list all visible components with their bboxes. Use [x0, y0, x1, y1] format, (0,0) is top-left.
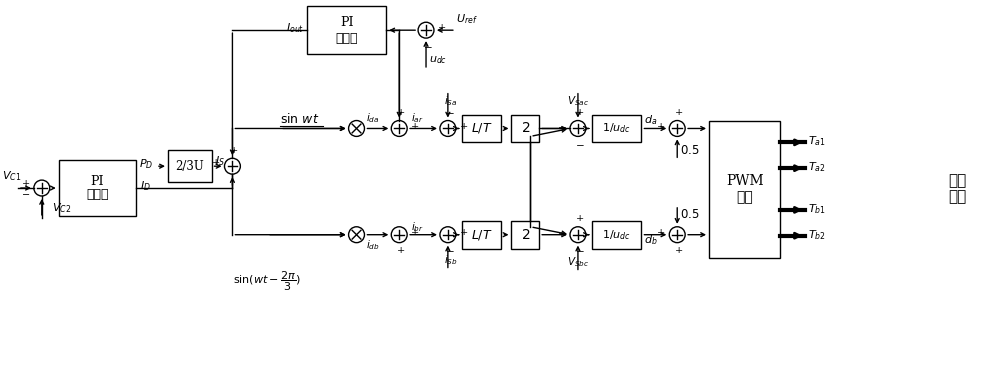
Text: 控制器: 控制器: [335, 32, 358, 45]
Text: $I_S$: $I_S$: [215, 154, 225, 168]
Text: $u_{dc}$: $u_{dc}$: [429, 54, 447, 66]
Text: +: +: [460, 228, 468, 237]
Text: $I_D$: $I_D$: [140, 179, 151, 193]
Text: $-$: $-$: [575, 140, 585, 149]
Text: $P_D$: $P_D$: [139, 157, 153, 171]
Text: $-$: $-$: [557, 228, 567, 237]
Text: $i_{da}$: $i_{da}$: [366, 112, 380, 125]
Text: +: +: [438, 23, 446, 32]
Text: $-$: $-$: [445, 246, 455, 255]
Text: $V_{Sac}$: $V_{Sac}$: [567, 94, 589, 107]
Text: $0.5$: $0.5$: [680, 144, 700, 157]
Bar: [592, 221, 641, 249]
Text: +: +: [675, 246, 683, 255]
Text: +: +: [460, 122, 468, 131]
Text: $d_b$: $d_b$: [644, 233, 658, 246]
Text: $i_{Sa}$: $i_{Sa}$: [444, 94, 458, 107]
Text: $i_{br}$: $i_{br}$: [411, 220, 424, 234]
Text: $2$: $2$: [521, 121, 530, 135]
Text: +: +: [411, 122, 419, 131]
Text: $-$: $-$: [21, 189, 30, 197]
Text: $1/u_{dc}$: $1/u_{dc}$: [602, 228, 631, 242]
Text: 控制器: 控制器: [86, 189, 109, 201]
Text: $\sin\,wt$: $\sin\,wt$: [280, 111, 320, 126]
Text: $i_{Sb}$: $i_{Sb}$: [444, 254, 458, 267]
Text: $T_{a1}$: $T_{a1}$: [808, 135, 826, 148]
Bar: [511, 114, 539, 142]
Text: $2$: $2$: [521, 228, 530, 242]
Text: PWM: PWM: [726, 174, 764, 188]
Circle shape: [418, 22, 434, 38]
Text: $-$: $-$: [423, 42, 433, 50]
Bar: [511, 221, 539, 249]
Text: 信号: 信号: [948, 189, 966, 204]
Text: $T_{b2}$: $T_{b2}$: [808, 228, 826, 242]
Circle shape: [669, 121, 685, 137]
Circle shape: [440, 121, 456, 137]
Text: $V_{C2}$: $V_{C2}$: [52, 201, 71, 215]
Circle shape: [391, 227, 407, 242]
Bar: [59, 160, 136, 216]
Bar: [462, 221, 501, 249]
Text: +: +: [22, 178, 30, 187]
Circle shape: [391, 121, 407, 137]
Text: $d_a$: $d_a$: [644, 114, 658, 127]
Text: +: +: [411, 228, 419, 237]
Text: $-$: $-$: [557, 122, 567, 131]
Text: +: +: [397, 108, 405, 117]
Text: $U_{ref}$: $U_{ref}$: [456, 12, 478, 26]
Bar: [168, 150, 212, 182]
Circle shape: [224, 158, 240, 174]
Text: +: +: [212, 158, 221, 167]
Text: $T_{b1}$: $T_{b1}$: [808, 202, 826, 216]
Bar: [462, 114, 501, 142]
Text: $-$: $-$: [575, 246, 585, 255]
Text: $V_{Sbc}$: $V_{Sbc}$: [567, 256, 589, 269]
Text: +: +: [230, 146, 239, 155]
Text: $\sin(wt-\dfrac{2\pi}{3})$: $\sin(wt-\dfrac{2\pi}{3})$: [233, 270, 301, 293]
Circle shape: [349, 227, 364, 242]
Text: 开关: 开关: [948, 173, 966, 189]
Text: 调制: 调制: [736, 190, 753, 204]
Circle shape: [440, 227, 456, 242]
Text: $i_{ar}$: $i_{ar}$: [411, 112, 424, 125]
Bar: [307, 6, 386, 54]
Text: $V_{C1}$: $V_{C1}$: [2, 169, 22, 183]
Circle shape: [349, 121, 364, 137]
Text: $T_{a2}$: $T_{a2}$: [808, 160, 826, 174]
Text: +: +: [576, 108, 584, 117]
Text: +: +: [657, 228, 665, 237]
Text: $L/T$: $L/T$: [471, 228, 492, 242]
Text: PI: PI: [91, 175, 104, 187]
Text: +: +: [397, 246, 405, 255]
Text: $I_{out}$: $I_{out}$: [286, 21, 304, 35]
Circle shape: [570, 121, 586, 137]
Text: $-$: $-$: [445, 108, 455, 117]
Text: +: +: [657, 122, 665, 131]
Text: $1/u_{dc}$: $1/u_{dc}$: [602, 121, 631, 135]
Text: $i_{db}$: $i_{db}$: [366, 238, 380, 251]
Text: 2/3U: 2/3U: [175, 160, 204, 173]
Text: +: +: [576, 214, 584, 223]
Circle shape: [570, 227, 586, 242]
Text: PI: PI: [340, 16, 353, 29]
Text: $L/T$: $L/T$: [471, 121, 492, 135]
Bar: [709, 121, 780, 258]
Bar: [592, 114, 641, 142]
Circle shape: [669, 227, 685, 242]
Text: +: +: [675, 108, 683, 117]
Text: $0.5$: $0.5$: [680, 208, 700, 221]
Circle shape: [34, 180, 50, 196]
